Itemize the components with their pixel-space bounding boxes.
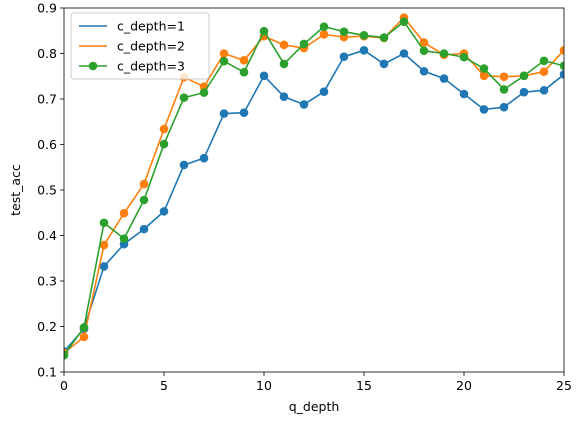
data-point <box>139 224 149 234</box>
data-point <box>399 49 409 58</box>
data-point <box>259 71 269 81</box>
data-point <box>219 109 229 118</box>
y-tick-label: 0.7 <box>37 92 57 107</box>
x-tick-label: 10 <box>256 378 272 393</box>
data-point <box>539 56 549 66</box>
data-point <box>419 46 429 56</box>
x-tick-label: 5 <box>160 378 168 393</box>
data-point <box>319 87 329 97</box>
data-point <box>159 139 169 149</box>
data-point <box>279 92 289 102</box>
data-point <box>159 207 169 216</box>
legend-label: c_depth=3 <box>117 59 185 74</box>
data-point <box>439 49 449 58</box>
legend-item: c_depth=1 <box>79 19 185 34</box>
legend-marker <box>88 61 98 71</box>
data-point <box>219 49 229 58</box>
data-point <box>79 323 89 332</box>
data-point <box>259 26 269 36</box>
series-line <box>64 16 564 354</box>
data-point <box>79 332 89 342</box>
legend-label: c_depth=2 <box>117 39 185 54</box>
data-point <box>539 86 549 95</box>
data-point <box>479 71 489 81</box>
data-point <box>139 179 149 189</box>
data-point <box>499 72 509 82</box>
data-point <box>399 17 409 26</box>
y-tick-label: 0.3 <box>37 274 57 289</box>
data-point <box>499 102 509 112</box>
data-point <box>559 70 564 79</box>
data-point <box>64 350 69 360</box>
data-point <box>379 59 389 69</box>
data-point <box>99 240 109 250</box>
data-point <box>299 100 309 109</box>
y-axis-label: test_acc <box>8 164 23 216</box>
data-point <box>219 56 229 66</box>
data-point <box>459 89 469 99</box>
data-point <box>119 208 129 218</box>
data-point <box>339 27 349 36</box>
y-tick-label: 0.8 <box>37 46 57 61</box>
data-point <box>239 56 249 65</box>
data-point <box>299 39 309 49</box>
data-point <box>519 71 529 81</box>
data-point <box>419 66 429 76</box>
x-tick-label: 25 <box>556 378 572 393</box>
x-axis-label: q_depth <box>289 399 340 414</box>
y-tick-label: 0.4 <box>37 228 57 243</box>
data-point <box>359 31 369 40</box>
data-point <box>199 153 209 163</box>
data-point <box>99 218 109 228</box>
data-point <box>199 88 209 97</box>
legend-label: c_depth=1 <box>117 19 185 34</box>
data-point <box>279 59 289 69</box>
x-tick-label: 0 <box>60 378 68 393</box>
data-point <box>439 74 449 83</box>
legend-item: c_depth=3 <box>79 59 185 74</box>
data-point <box>539 67 549 76</box>
data-point <box>99 262 109 271</box>
data-point <box>479 105 489 114</box>
data-point <box>159 124 169 134</box>
data-point <box>559 61 564 71</box>
x-tick-label: 20 <box>456 378 472 393</box>
data-point <box>419 38 429 47</box>
data-point <box>119 234 129 243</box>
data-point <box>239 108 249 117</box>
x-tick-label: 15 <box>356 378 372 393</box>
series-1 <box>64 46 564 356</box>
data-point <box>139 195 149 205</box>
y-tick-label: 0.5 <box>37 183 57 198</box>
data-point <box>459 52 469 62</box>
data-point <box>479 64 489 73</box>
y-tick-label: 0.2 <box>37 319 57 334</box>
data-point <box>359 46 369 55</box>
data-point <box>499 85 509 94</box>
data-point <box>239 67 249 77</box>
data-point <box>339 52 349 61</box>
data-point <box>179 93 189 102</box>
series-3 <box>64 17 564 360</box>
data-point <box>279 40 289 50</box>
data-point <box>559 46 564 55</box>
y-tick-label: 0.9 <box>37 1 57 16</box>
data-point <box>519 87 529 97</box>
legend-box <box>70 12 210 80</box>
data-point <box>319 22 329 31</box>
legend: c_depth=1 c_depth=2 c_depth=3 <box>70 12 210 80</box>
y-tick-label: 0.6 <box>37 137 57 152</box>
data-point <box>319 30 329 39</box>
legend-item: c_depth=2 <box>79 39 185 54</box>
data-point <box>379 33 389 42</box>
y-tick-label: 0.1 <box>37 365 57 380</box>
data-point <box>179 160 189 170</box>
